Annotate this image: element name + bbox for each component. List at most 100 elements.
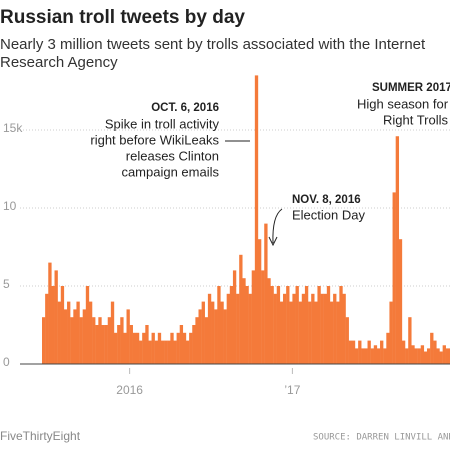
bar — [267, 278, 271, 364]
bar — [298, 301, 302, 364]
bar — [279, 301, 284, 364]
bar — [63, 309, 68, 364]
bar — [117, 325, 121, 364]
annotations: OCT. 6, 2016 Spike in troll activityright… — [90, 82, 450, 222]
bar — [101, 325, 105, 364]
bar — [336, 301, 340, 364]
bar — [242, 278, 246, 364]
bar — [135, 332, 140, 364]
bar — [308, 301, 312, 364]
bar — [361, 348, 365, 364]
bar — [348, 340, 353, 364]
annotation-text: Spike in troll activity — [105, 116, 220, 131]
bar — [380, 340, 384, 364]
bar — [289, 301, 293, 364]
bar — [170, 332, 174, 364]
annotation-text: right before WikiLeaks — [90, 132, 219, 147]
bar — [79, 317, 83, 364]
bar — [426, 348, 431, 364]
bar — [76, 301, 80, 364]
bar — [201, 301, 205, 364]
bar — [92, 317, 96, 364]
bar — [57, 301, 61, 364]
bar — [439, 351, 443, 364]
bar — [48, 262, 52, 364]
bar — [392, 192, 396, 364]
x-tick-label: 2016 — [116, 383, 143, 397]
bar — [351, 340, 356, 364]
bar — [370, 348, 374, 364]
bar — [395, 136, 400, 364]
bar — [207, 293, 212, 364]
bar — [364, 348, 368, 364]
annotation-text: High season for — [357, 96, 449, 111]
bar — [45, 293, 49, 364]
bar — [126, 309, 130, 364]
bar — [355, 348, 359, 364]
bar — [229, 286, 234, 364]
bar — [214, 309, 218, 364]
bar — [211, 301, 215, 364]
annotation-title: SUMMER 2017 — [372, 82, 450, 94]
annotation-title: NOV. 8, 2016 — [292, 194, 361, 206]
bar — [301, 293, 306, 364]
annotation-text: campaign emails — [121, 164, 219, 179]
bar — [292, 293, 296, 364]
bar — [67, 301, 71, 364]
bar — [217, 286, 221, 364]
annotation-text: Right Trolls — [383, 112, 449, 127]
bar — [220, 301, 224, 364]
bar — [367, 340, 371, 364]
bar — [339, 286, 343, 364]
bar — [320, 293, 324, 364]
bar — [323, 293, 328, 364]
bar — [251, 270, 256, 364]
bar — [273, 293, 277, 364]
bar — [123, 332, 127, 364]
bar — [420, 345, 425, 364]
bar — [411, 345, 415, 364]
bar — [132, 332, 137, 364]
bar — [192, 325, 196, 364]
bar — [383, 348, 387, 364]
bar — [248, 293, 252, 364]
bar — [448, 348, 450, 364]
source: SOURCE: DARREN LINVILL AND PATR — [313, 433, 450, 443]
bar — [389, 301, 393, 364]
bar — [204, 317, 209, 364]
bar — [386, 332, 390, 364]
bar — [261, 270, 265, 364]
credit: FiveThirtyEight — [0, 429, 81, 443]
annotation-text: Election Day — [292, 207, 365, 222]
bar — [317, 286, 321, 364]
bar — [283, 293, 287, 364]
bar — [73, 309, 77, 364]
subtitle: Research Agency — [0, 54, 118, 71]
bar — [239, 254, 243, 364]
bar — [107, 317, 112, 364]
bar — [405, 348, 409, 364]
bar — [342, 293, 346, 364]
bar — [236, 293, 240, 364]
bar — [113, 332, 118, 364]
bar — [60, 286, 65, 364]
bar — [120, 317, 124, 364]
y-tick-label: 10 — [3, 199, 17, 213]
annotation-text: releases Clinton — [126, 148, 219, 163]
bar — [160, 340, 165, 364]
bar — [176, 332, 180, 364]
bar — [295, 286, 299, 364]
bar — [326, 286, 331, 364]
bar — [173, 340, 177, 364]
bar — [98, 317, 102, 364]
bar — [129, 325, 133, 364]
annotation-arrow — [272, 208, 283, 244]
y-tick-label: 5 — [3, 277, 10, 291]
bar — [333, 293, 337, 364]
bar — [311, 293, 315, 364]
bar — [95, 325, 99, 364]
bar — [51, 286, 55, 364]
y-tick-label: 0 — [3, 355, 10, 369]
bar — [276, 286, 281, 364]
bar — [445, 348, 450, 364]
